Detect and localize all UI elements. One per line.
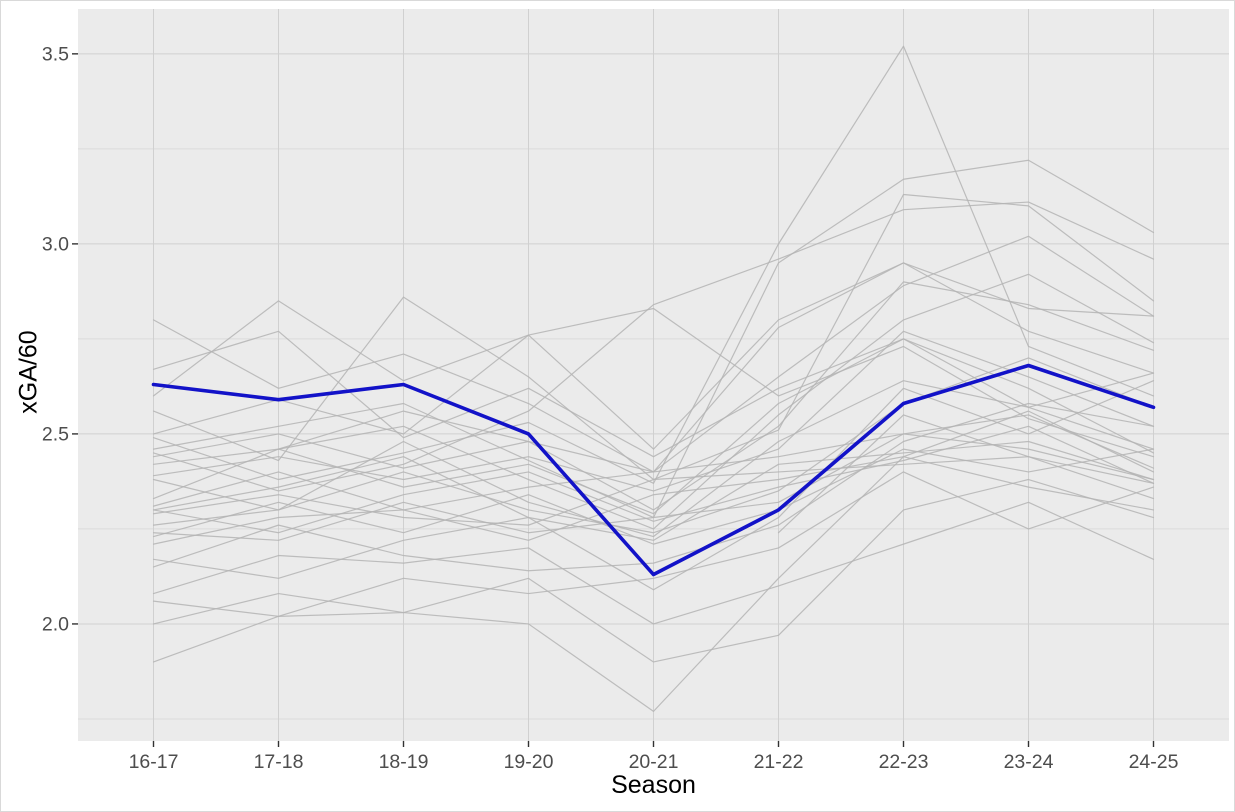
x-tick-label: 18-19 — [379, 751, 429, 773]
team-line — [152, 380, 1155, 591]
team-line — [152, 478, 1155, 663]
team-line — [152, 440, 1155, 541]
x-tick-label: 24-25 — [1129, 751, 1179, 773]
team-line — [777, 414, 1155, 534]
team-line — [152, 471, 1155, 617]
team-line — [152, 425, 1155, 534]
x-tick-label: 23-24 — [1004, 751, 1054, 773]
team-line — [152, 402, 1155, 572]
team-line — [152, 201, 1155, 492]
y-tick-label: 2.5 — [42, 423, 69, 445]
team-lines — [152, 45, 1155, 712]
team-line — [152, 456, 1155, 526]
team-line — [152, 433, 1155, 541]
x-tick-label: 20-21 — [629, 751, 679, 773]
y-tick-label: 3.0 — [42, 233, 69, 255]
x-tick-label: 21-22 — [754, 751, 804, 773]
x-axis-title: Season — [611, 771, 696, 799]
team-line — [152, 410, 1155, 712]
team-line — [152, 330, 1155, 458]
team-line — [277, 281, 1155, 511]
team-line — [152, 414, 1155, 511]
team-line — [152, 448, 1155, 545]
team-line — [152, 501, 1155, 625]
team-line — [152, 273, 1155, 530]
team-line — [152, 456, 1155, 545]
team-line — [152, 372, 1155, 538]
team-line — [152, 357, 1155, 534]
x-tick-label: 16-17 — [129, 751, 179, 773]
axis-tick-labels: 16-17 17-18 18-19 19-20 20-21 21-22 22-23 23-24… — [42, 43, 1179, 773]
y-axis-title: xGA/60 — [14, 330, 43, 414]
x-tick-label: 17-18 — [254, 751, 304, 773]
team-line — [152, 262, 1155, 450]
x-tick-label: 19-20 — [504, 751, 554, 773]
x-tick-label: 22-23 — [879, 751, 929, 773]
team-line — [152, 307, 1155, 458]
team-line — [152, 45, 1155, 484]
y-tick-label: 3.5 — [42, 43, 69, 65]
y-tick-label: 2.0 — [42, 613, 69, 635]
axis-ticks — [72, 53, 1155, 747]
highlighted-team-line — [151, 363, 1156, 577]
team-line — [152, 338, 1155, 515]
team-line — [152, 330, 1155, 492]
